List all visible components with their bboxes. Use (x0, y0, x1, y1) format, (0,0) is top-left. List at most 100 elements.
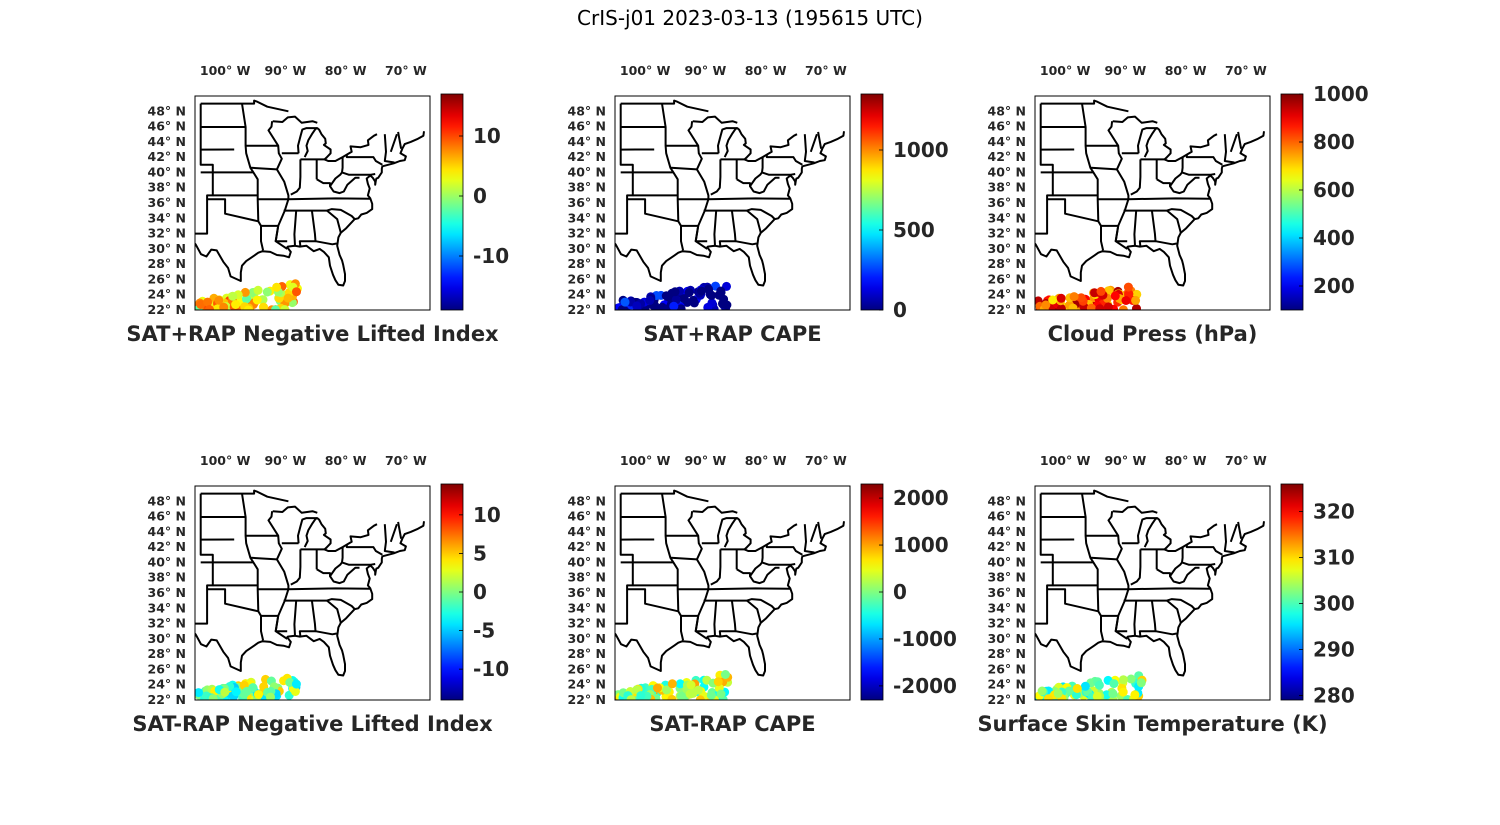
swath-point (1053, 688, 1063, 698)
lon-label: 100° W (200, 453, 251, 468)
swath-point (667, 694, 677, 700)
colorbar-tick-label: 290 (1313, 637, 1355, 661)
colorbar-tick-label: 200 (1313, 274, 1355, 298)
colorbar-tick-label: 400 (1313, 226, 1355, 250)
colorbar-tick-label: 320 (1313, 500, 1355, 524)
swath-point (1121, 296, 1131, 305)
state-border (713, 600, 718, 636)
state-border (1133, 600, 1138, 636)
swath-point (272, 282, 282, 292)
state-border (345, 154, 383, 166)
swath-point (632, 301, 642, 310)
state-border (200, 489, 289, 503)
panel-title: SAT-RAP Negative Lifted Index (132, 712, 493, 736)
lon-label: 90° W (1104, 453, 1146, 468)
lake-shore (717, 517, 798, 552)
swath-point (716, 689, 726, 699)
lat-label: 26° N (148, 271, 186, 286)
state-border (389, 133, 398, 153)
state-border (765, 544, 803, 556)
state-border (735, 630, 757, 636)
state-border (207, 588, 259, 613)
state-border (290, 159, 302, 196)
colorbar-tick-label: 1000 (893, 138, 949, 162)
state-border (670, 166, 697, 171)
lon-label: 70° W (1225, 453, 1267, 468)
swath-point (1123, 282, 1133, 292)
state-border (1047, 198, 1099, 223)
swath-point (714, 290, 724, 300)
lat-label: 32° N (148, 226, 186, 241)
lat-label: 48° N (148, 103, 186, 118)
swath-point (1041, 300, 1051, 310)
map-svg: 100° W 90° W 80° W 70° W 48° N46° N44° N42° … (132, 453, 509, 736)
lat-label: 40° N (568, 554, 606, 569)
swath-point (1037, 686, 1047, 696)
lat-label: 38° N (988, 180, 1026, 195)
state-border (250, 166, 277, 171)
panel-title: SAT+RAP CAPE (643, 322, 821, 346)
swath-point (667, 679, 677, 689)
colorbar-tick-label: 5 (473, 541, 487, 565)
state-border (749, 176, 780, 195)
state-border (1128, 587, 1211, 591)
lake-shore (723, 127, 738, 158)
panel-title: SAT+RAP Negative Lifted Index (126, 322, 499, 346)
state-border (803, 134, 815, 164)
lake-shore (297, 127, 378, 162)
colorbar-tick-label: -2000 (893, 674, 957, 698)
lat-label: 30° N (148, 241, 186, 256)
lat-label: 26° N (148, 661, 186, 676)
swath-point (1110, 291, 1120, 301)
colorbar-tick-label: 10 (473, 124, 501, 148)
state-border (1155, 630, 1177, 636)
lat-label: 46° N (988, 509, 1026, 524)
lat-label: 28° N (988, 256, 1026, 271)
colorbar-tick-label: -5 (473, 619, 495, 643)
state-border (627, 198, 679, 223)
swath-point (208, 694, 218, 700)
swath-point (291, 679, 301, 689)
swath-point (675, 679, 685, 689)
state-border (1181, 547, 1216, 566)
state-border (746, 599, 762, 624)
lake-shore (723, 517, 738, 548)
colorbar (860, 93, 884, 311)
swath-point (697, 286, 706, 296)
swath-point (1094, 680, 1104, 690)
state-border (620, 489, 709, 503)
lat-label: 42° N (988, 149, 1026, 164)
swath-point (242, 686, 252, 696)
state-border (746, 598, 776, 610)
state-border (293, 210, 298, 246)
swath-point (713, 677, 723, 687)
lake-shore (692, 115, 738, 124)
swath-point (676, 304, 686, 310)
swath-point (219, 302, 229, 310)
state-border (627, 588, 679, 613)
state-border (761, 157, 796, 176)
state-border (241, 103, 265, 251)
lon-label: 80° W (1165, 63, 1207, 78)
swath-point (1092, 691, 1102, 700)
lat-label: 40° N (988, 164, 1026, 179)
lon-label: 70° W (805, 453, 847, 468)
lon-label: 90° W (684, 63, 726, 78)
state-border (1155, 240, 1177, 246)
state-border (315, 240, 337, 246)
lake-shore (1112, 115, 1158, 124)
state-border (661, 103, 685, 251)
lat-label: 46° N (148, 119, 186, 134)
swath-point (720, 670, 730, 679)
swath-point (1096, 286, 1106, 296)
swath-point (252, 295, 262, 305)
state-border (195, 103, 214, 235)
lat-label: 36° N (988, 195, 1026, 210)
lat-label: 38° N (988, 570, 1026, 585)
map-svg: 100° W 90° W 80° W 70° W 48° N46° N44° N42° … (977, 453, 1354, 736)
state-border (1040, 99, 1129, 113)
colorbar-tick-label: 1000 (893, 533, 949, 557)
swath-point (706, 690, 716, 700)
colorbar-tick-label: 0 (893, 580, 907, 604)
map-layer (1035, 99, 1265, 310)
